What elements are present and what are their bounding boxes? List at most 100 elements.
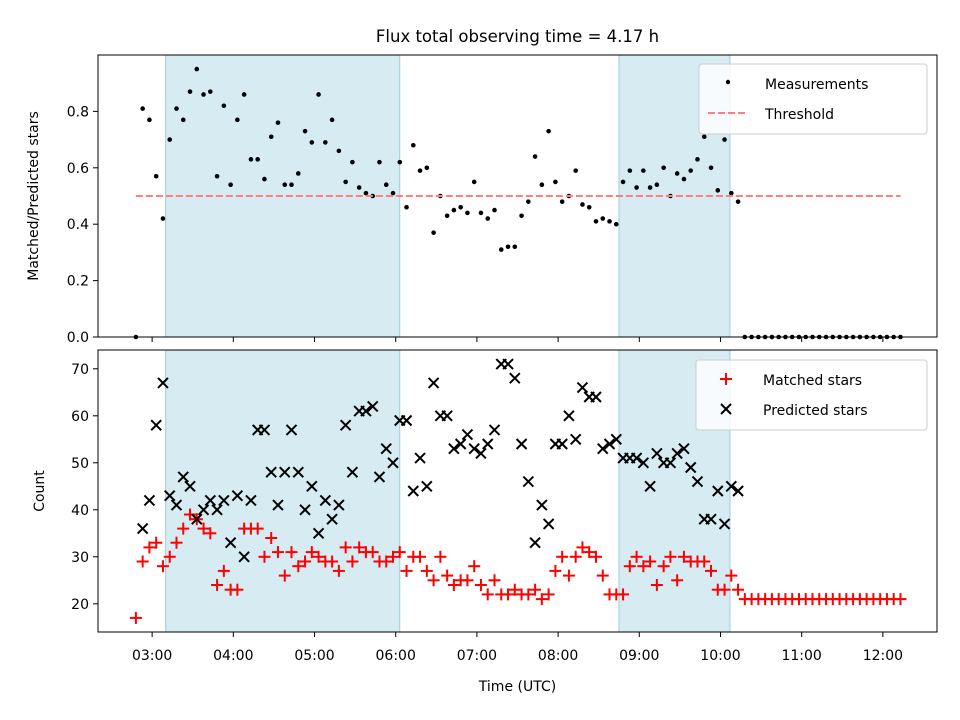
matched-stars-point [271, 546, 284, 559]
matched-stars-point [637, 560, 650, 573]
matched-stars-point [211, 579, 224, 591]
matched-stars-point [265, 532, 278, 544]
predicted-stars-point [312, 527, 325, 540]
bottom-y-tick-label: 50 [71, 456, 89, 472]
measurements-point [627, 168, 633, 173]
predicted-stars-point [718, 518, 731, 530]
bottom-y-tick-label: 40 [71, 503, 89, 519]
bottom-panel-shaded-intervals [165, 349, 731, 633]
measurements-point [424, 165, 430, 171]
measurements-point [255, 157, 260, 162]
matched-stars-point [596, 569, 609, 582]
x-tick-label: 03:00 [132, 648, 172, 664]
chart-title: Flux total observing time = 4.17 h [376, 27, 659, 46]
predicted-stars-point [732, 485, 744, 497]
predicted-stars-point [339, 419, 352, 431]
matched-stars-point [502, 588, 515, 601]
predicted-stars-point [441, 410, 453, 422]
matched-stars-point [718, 583, 731, 596]
predicted-stars-point [218, 494, 230, 507]
predicted-stars-point [265, 466, 277, 478]
predicted-stars-point [522, 475, 535, 488]
predicted-stars-point [136, 522, 149, 535]
bottom-panel: 20 30 40 50 60 70 03:00 04:00 05:00 06:00 07:00 08… [32, 349, 938, 695]
matched-stars-point [461, 574, 474, 587]
measurements-point [147, 117, 152, 123]
measurements-point [613, 221, 619, 227]
predicted-stars-point [509, 372, 521, 384]
measurements-point [526, 199, 531, 204]
predicted-stars-point [502, 358, 514, 370]
legend-predicted-stars-label: Predicted stars [763, 403, 868, 419]
measurements-point [295, 171, 301, 176]
matched-stars-point [650, 579, 663, 591]
matched-stars-point [427, 574, 440, 587]
matched-stars-point [278, 569, 291, 582]
predicted-stars-point [563, 410, 575, 422]
predicted-stars-point [678, 442, 690, 455]
measurements-point [674, 171, 680, 176]
matched-stars-point [299, 555, 312, 568]
predicted-stars-point [387, 457, 399, 469]
measurements-point [316, 92, 321, 97]
x-tick-label: 08:00 [538, 648, 578, 664]
predicted-stars-point [482, 438, 494, 450]
matched-stars-point [583, 546, 596, 559]
x-tick-label: 11:00 [781, 648, 821, 664]
predicted-stars-point [380, 442, 392, 455]
matched-stars-point [623, 560, 636, 573]
matched-stars-point [312, 550, 325, 563]
measurements-point [695, 157, 700, 162]
predicted-stars-point [556, 438, 568, 450]
measurements-point [580, 202, 585, 207]
top-panel-x-ticks [151, 337, 884, 342]
predicted-stars-point [536, 499, 548, 511]
legend-measurements-label: Measurements [765, 77, 868, 93]
predicted-stars-point [644, 480, 656, 493]
x-tick-label: 12:00 [863, 648, 903, 664]
matched-stars-point [589, 550, 602, 563]
predicted-stars-point [427, 377, 440, 389]
predicted-stars-point [143, 494, 156, 507]
predicted-stars-point [279, 466, 291, 478]
bottom-y-tick-label: 20 [71, 597, 89, 613]
measurements-point [221, 103, 227, 109]
predicted-stars-point [529, 536, 541, 549]
measurements-point [417, 168, 423, 173]
top-panel-series [133, 66, 903, 340]
predicted-stars-point [569, 433, 582, 446]
bottom-y-tick-label: 30 [71, 550, 89, 566]
predicted-stars-point [630, 452, 643, 464]
x-tick-label: 09:00 [619, 648, 659, 664]
predicted-stars-point [576, 381, 589, 394]
matched-stars-point [481, 588, 494, 601]
measurements-point [350, 159, 355, 165]
matched-stars-point [576, 541, 589, 554]
matched-stars-point [170, 536, 183, 549]
predicted-stars-point [184, 480, 196, 493]
measurements-point [377, 159, 382, 165]
measurements-point [600, 216, 606, 221]
predicted-stars-point [258, 424, 271, 436]
matched-stars-point [569, 550, 582, 563]
measurements-point [498, 247, 504, 252]
matched-stars-point [305, 546, 318, 559]
measurements-point [444, 213, 450, 219]
matched-stars-point [332, 564, 345, 577]
bottom-y-tick-label: 70 [71, 362, 89, 378]
measurements-point [641, 168, 646, 173]
measurements-point [302, 128, 308, 134]
predicted-stars-point [224, 536, 237, 549]
predicted-stars-point [231, 489, 244, 502]
measurements-point [343, 179, 348, 185]
measurements-point [411, 142, 416, 148]
predicted-stars-point [407, 485, 420, 497]
bottom-panel-y-ticks: 20 30 40 50 60 70 [71, 362, 98, 613]
matched-stars-point [474, 579, 487, 591]
matched-stars-point [522, 588, 535, 601]
predicted-stars-point [400, 414, 413, 427]
matched-stars-point [535, 593, 548, 606]
measurements-point [248, 157, 254, 162]
matched-stars-point [434, 550, 447, 563]
